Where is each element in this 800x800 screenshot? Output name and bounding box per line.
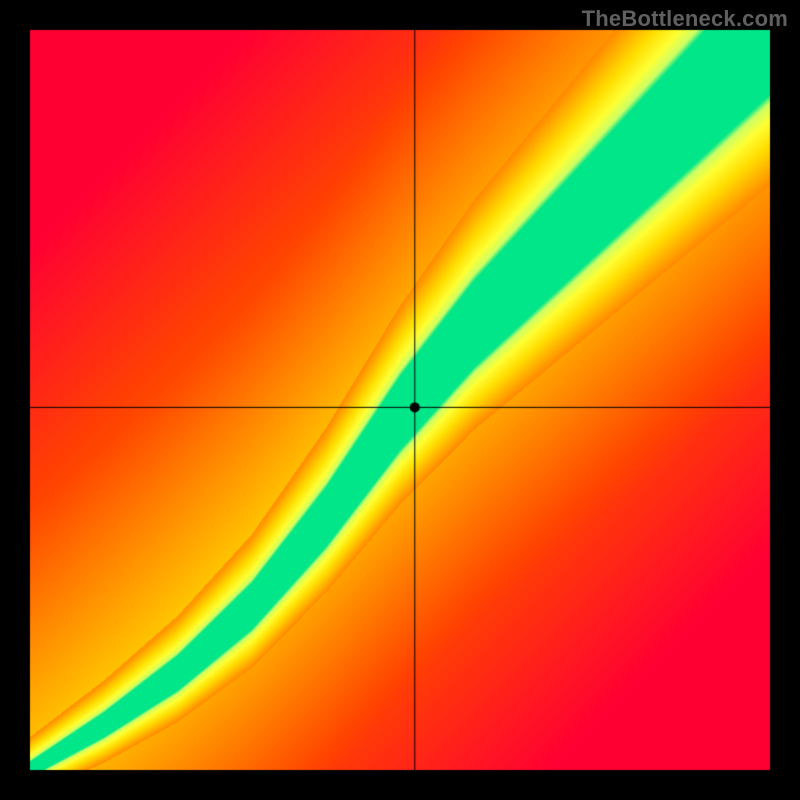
- chart-container: TheBottleneck.com: [0, 0, 800, 800]
- watermark-text: TheBottleneck.com: [582, 6, 788, 32]
- bottleneck-heatmap: [0, 0, 800, 800]
